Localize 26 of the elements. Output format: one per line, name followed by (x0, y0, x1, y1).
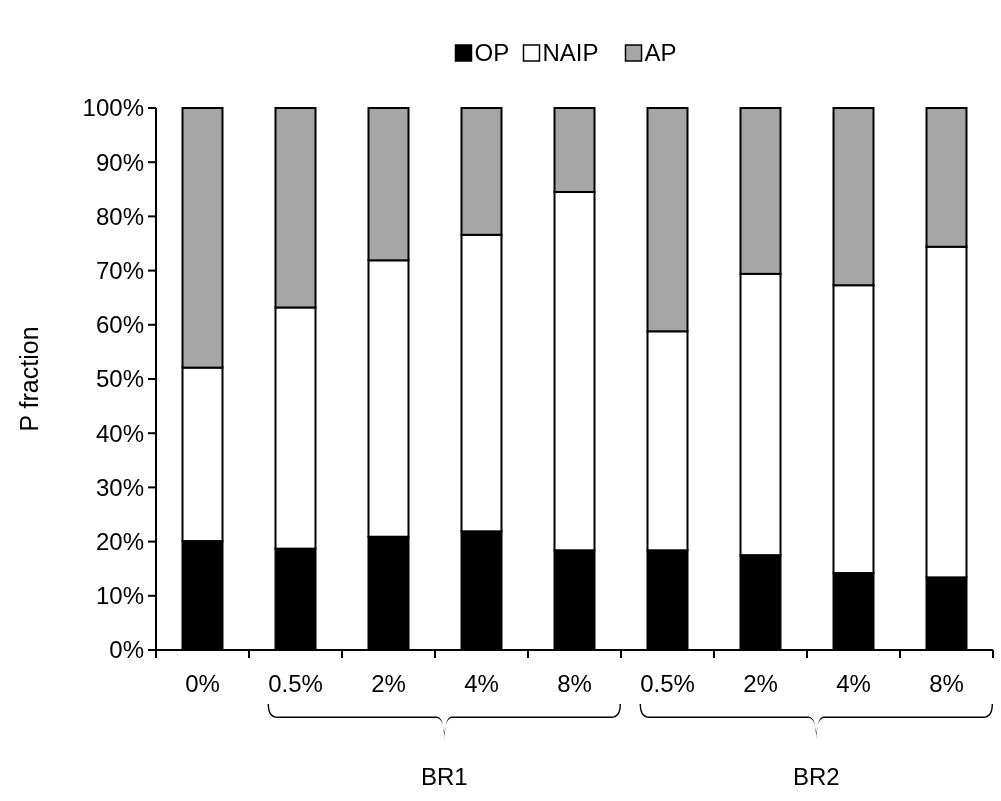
x-tick-label: 8% (557, 670, 592, 697)
y-tick-label: 100% (82, 94, 144, 122)
text: BR1 (420, 763, 468, 790)
x-tick-label: 0.5% (640, 670, 695, 697)
y-tick-label: 30% (95, 473, 144, 501)
y-tick-label: 20% (95, 528, 144, 555)
x-tick-label: 0.5% (268, 670, 323, 697)
x-tick-label: 2% (371, 670, 406, 697)
legend-label: NAIP (542, 39, 599, 67)
x-tick-label: 4% (464, 670, 499, 697)
y-tick-label: 80% (95, 202, 144, 230)
y-tick-label: 10% (95, 582, 144, 610)
y-tick-label: 0% (109, 636, 144, 664)
text: BR2 (792, 763, 840, 790)
y-axis-title: P fraction (15, 326, 43, 432)
x-tick-label: 0% (185, 670, 220, 697)
x-tick-label: 4% (836, 670, 871, 697)
x-tick-label: 2% (743, 670, 778, 697)
y-tick-label: 90% (95, 148, 144, 176)
y-tick-label: 50% (95, 365, 144, 393)
y-tick-label: 70% (95, 257, 144, 284)
legend-label: AP (644, 39, 677, 67)
legend-label: OP (474, 39, 510, 67)
x-tick-label: 8% (929, 670, 964, 697)
y-tick-label: 60% (95, 311, 144, 339)
y-tick-label: 40% (95, 419, 144, 447)
